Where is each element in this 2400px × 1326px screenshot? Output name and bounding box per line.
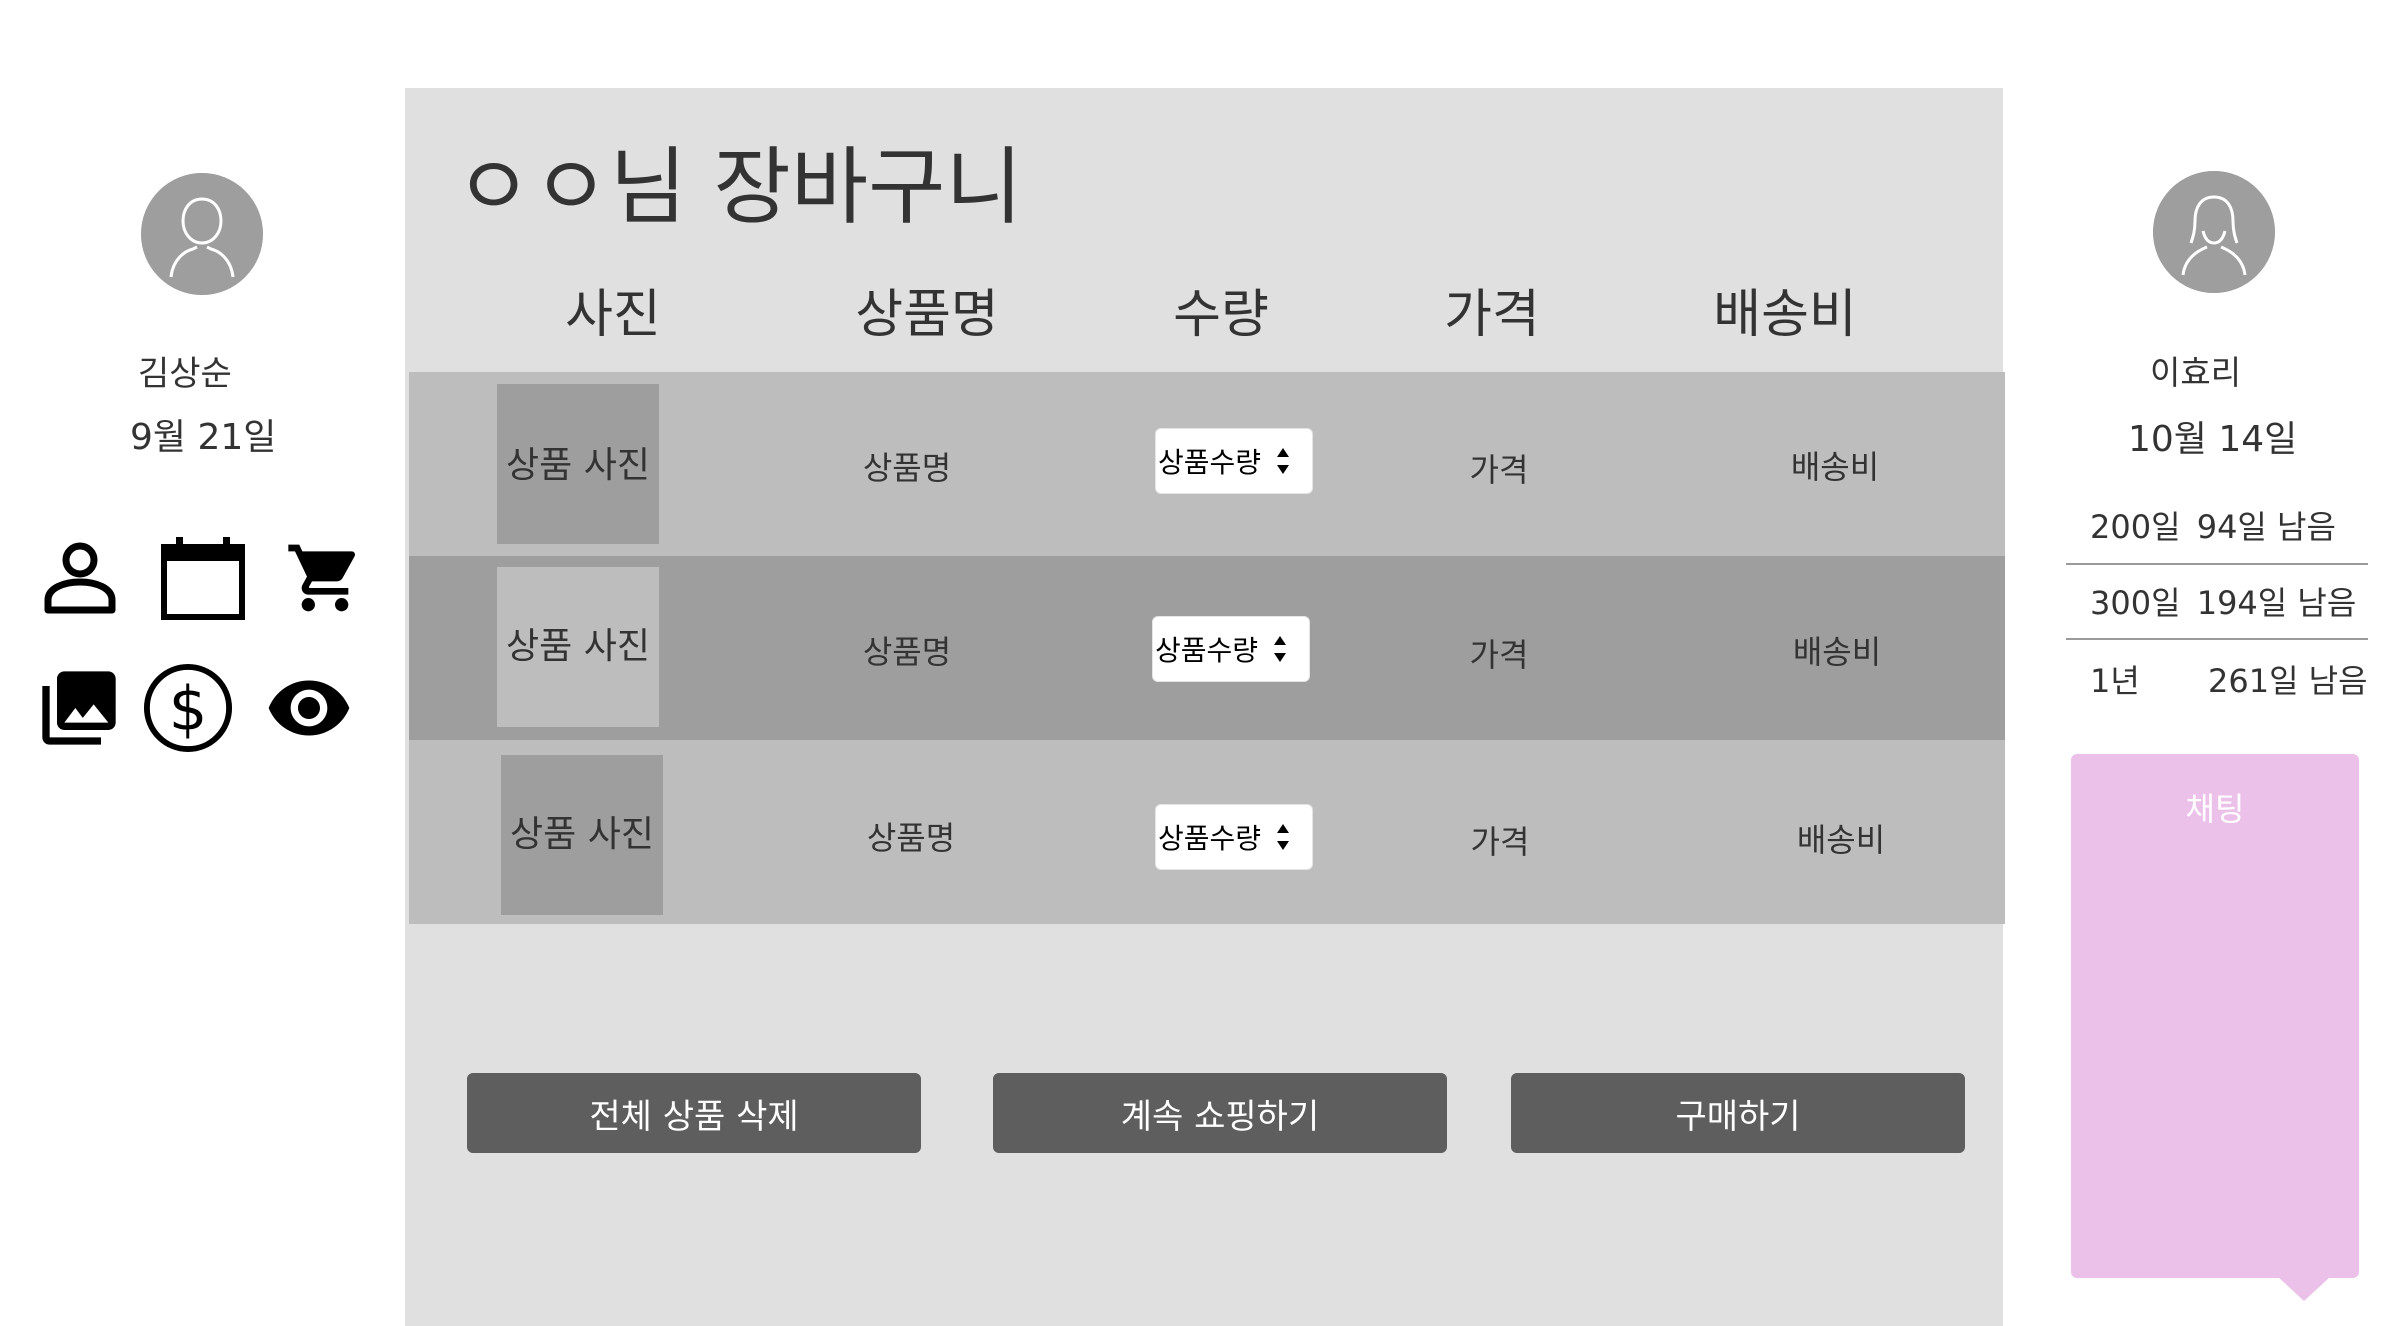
product-photo[interactable]: 상품 사진 <box>501 755 663 915</box>
column-header-shipping: 배송비 <box>1713 285 1857 345</box>
delete-all-button[interactable]: 전체 상품 삭제 <box>467 1073 921 1153</box>
user-silhouette-icon <box>141 173 263 295</box>
milestone-item: 300일 194일 남음 <box>2066 578 2368 624</box>
continue-shopping-button[interactable]: 계속 쇼핑하기 <box>993 1073 1447 1153</box>
milestone-label: 200일 <box>2090 508 2181 546</box>
product-shipping: 배송비 <box>1790 448 1880 486</box>
left-user-date: 9월 21일 <box>130 417 277 458</box>
product-price: 가격 <box>1469 636 1529 674</box>
product-name: 상품명 <box>862 449 952 487</box>
chat-bubble-tail <box>2278 1277 2330 1301</box>
left-user-name: 김상순 <box>138 354 232 394</box>
milestone-remaining: 194일 남음 <box>2196 584 2357 622</box>
quantity-label: 상품수량 <box>1158 446 1262 479</box>
dollar-icon[interactable]: $ <box>143 663 233 753</box>
milestone-remaining: 261일 남음 <box>2207 662 2368 700</box>
person-icon[interactable] <box>35 533 125 623</box>
purchase-button[interactable]: 구매하기 <box>1511 1073 1965 1153</box>
product-photo[interactable]: 상품 사진 <box>497 384 659 544</box>
calendar-icon[interactable] <box>158 533 248 623</box>
column-header-qty: 수량 <box>1173 285 1269 345</box>
product-shipping: 배송비 <box>1792 633 1882 671</box>
page-title: ㅇㅇ님 장바구니 <box>455 138 1023 236</box>
milestone-label: 300일 <box>2090 584 2181 622</box>
right-user-name: 이효리 <box>2150 353 2242 392</box>
right-user-avatar[interactable] <box>2153 171 2275 293</box>
milestone-label: 1년 <box>2090 662 2140 700</box>
column-header-price: 가격 <box>1444 285 1540 345</box>
divider <box>2066 638 2368 640</box>
user-silhouette-icon <box>2153 171 2275 293</box>
product-shipping: 배송비 <box>1796 821 1886 859</box>
product-price: 가격 <box>1469 451 1529 489</box>
product-name: 상품명 <box>866 819 956 857</box>
chat-label: 채팅 <box>2185 790 2245 828</box>
quantity-label: 상품수량 <box>1155 634 1259 667</box>
quantity-stepper[interactable]: 상품수량 <box>1155 804 1313 870</box>
milestone-remaining: 94일 남음 <box>2196 508 2336 546</box>
spinner-arrows-icon[interactable] <box>1272 634 1288 664</box>
left-user-avatar[interactable] <box>141 173 263 295</box>
product-photo[interactable]: 상품 사진 <box>497 567 659 727</box>
milestone-item: 1년 261일 남음 <box>2066 656 2368 702</box>
product-name: 상품명 <box>862 633 952 671</box>
divider <box>2066 563 2368 565</box>
milestone-item: 200일 94일 남음 <box>2066 502 2368 548</box>
chat-panel[interactable]: 채팅 <box>2071 754 2359 1278</box>
eye-icon[interactable] <box>264 663 354 753</box>
column-header-name: 상품명 <box>855 285 999 345</box>
spinner-arrows-icon[interactable] <box>1275 446 1291 476</box>
quantity-stepper[interactable]: 상품수량 <box>1152 616 1310 682</box>
right-user-date: 10월 14일 <box>2128 419 2298 460</box>
column-header-photo: 사진 <box>565 285 661 345</box>
cart-icon[interactable] <box>280 533 370 623</box>
svg-text:$: $ <box>169 675 208 745</box>
quantity-label: 상품수량 <box>1158 822 1262 855</box>
spinner-arrows-icon[interactable] <box>1275 822 1291 852</box>
product-price: 가격 <box>1470 823 1530 861</box>
photo-library-icon[interactable] <box>34 663 124 753</box>
quantity-stepper[interactable]: 상품수량 <box>1155 428 1313 494</box>
